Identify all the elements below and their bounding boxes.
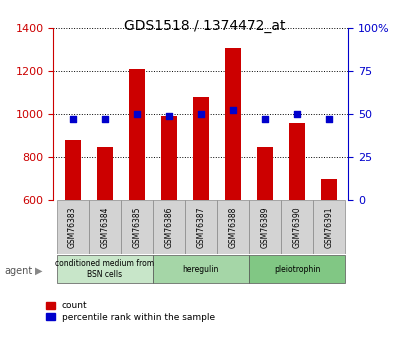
Text: GSM76388: GSM76388 bbox=[228, 206, 237, 247]
Bar bbox=[128, 69, 144, 200]
FancyBboxPatch shape bbox=[120, 200, 153, 254]
Point bbox=[261, 116, 268, 122]
Text: conditioned medium from
BSN cells: conditioned medium from BSN cells bbox=[55, 259, 154, 279]
Point bbox=[325, 116, 332, 122]
Text: GSM76387: GSM76387 bbox=[196, 206, 205, 248]
FancyBboxPatch shape bbox=[216, 200, 248, 254]
Text: heregulin: heregulin bbox=[182, 265, 218, 274]
Text: agent: agent bbox=[4, 266, 32, 276]
FancyBboxPatch shape bbox=[184, 200, 216, 254]
Bar bbox=[160, 116, 176, 200]
FancyBboxPatch shape bbox=[312, 200, 344, 254]
Point bbox=[229, 108, 236, 113]
Text: GSM76386: GSM76386 bbox=[164, 206, 173, 248]
Bar bbox=[256, 147, 272, 200]
Text: pleiotrophin: pleiotrophin bbox=[273, 265, 319, 274]
Text: GDS1518 / 1374472_at: GDS1518 / 1374472_at bbox=[124, 19, 285, 33]
Text: GSM76389: GSM76389 bbox=[260, 206, 269, 248]
Bar bbox=[320, 179, 337, 200]
Text: ▶: ▶ bbox=[35, 266, 42, 276]
Bar bbox=[192, 97, 209, 200]
Point bbox=[165, 113, 172, 118]
FancyBboxPatch shape bbox=[56, 255, 153, 283]
Point bbox=[197, 111, 204, 117]
Text: GSM76390: GSM76390 bbox=[292, 206, 301, 248]
FancyBboxPatch shape bbox=[56, 200, 88, 254]
FancyBboxPatch shape bbox=[88, 200, 120, 254]
Point bbox=[293, 111, 300, 117]
Text: GSM76383: GSM76383 bbox=[68, 206, 77, 248]
Bar bbox=[97, 147, 112, 200]
Bar bbox=[225, 48, 240, 200]
Point bbox=[69, 116, 76, 122]
FancyBboxPatch shape bbox=[153, 255, 248, 283]
Point bbox=[133, 111, 139, 117]
FancyBboxPatch shape bbox=[153, 200, 184, 254]
FancyBboxPatch shape bbox=[281, 200, 312, 254]
Bar bbox=[64, 140, 81, 200]
Text: GSM76384: GSM76384 bbox=[100, 206, 109, 248]
Text: GSM76385: GSM76385 bbox=[132, 206, 141, 248]
Point bbox=[101, 116, 108, 122]
FancyBboxPatch shape bbox=[248, 200, 281, 254]
Bar bbox=[288, 123, 304, 200]
Text: GSM76391: GSM76391 bbox=[324, 206, 333, 248]
FancyBboxPatch shape bbox=[248, 255, 344, 283]
Legend: count, percentile rank within the sample: count, percentile rank within the sample bbox=[45, 301, 214, 322]
